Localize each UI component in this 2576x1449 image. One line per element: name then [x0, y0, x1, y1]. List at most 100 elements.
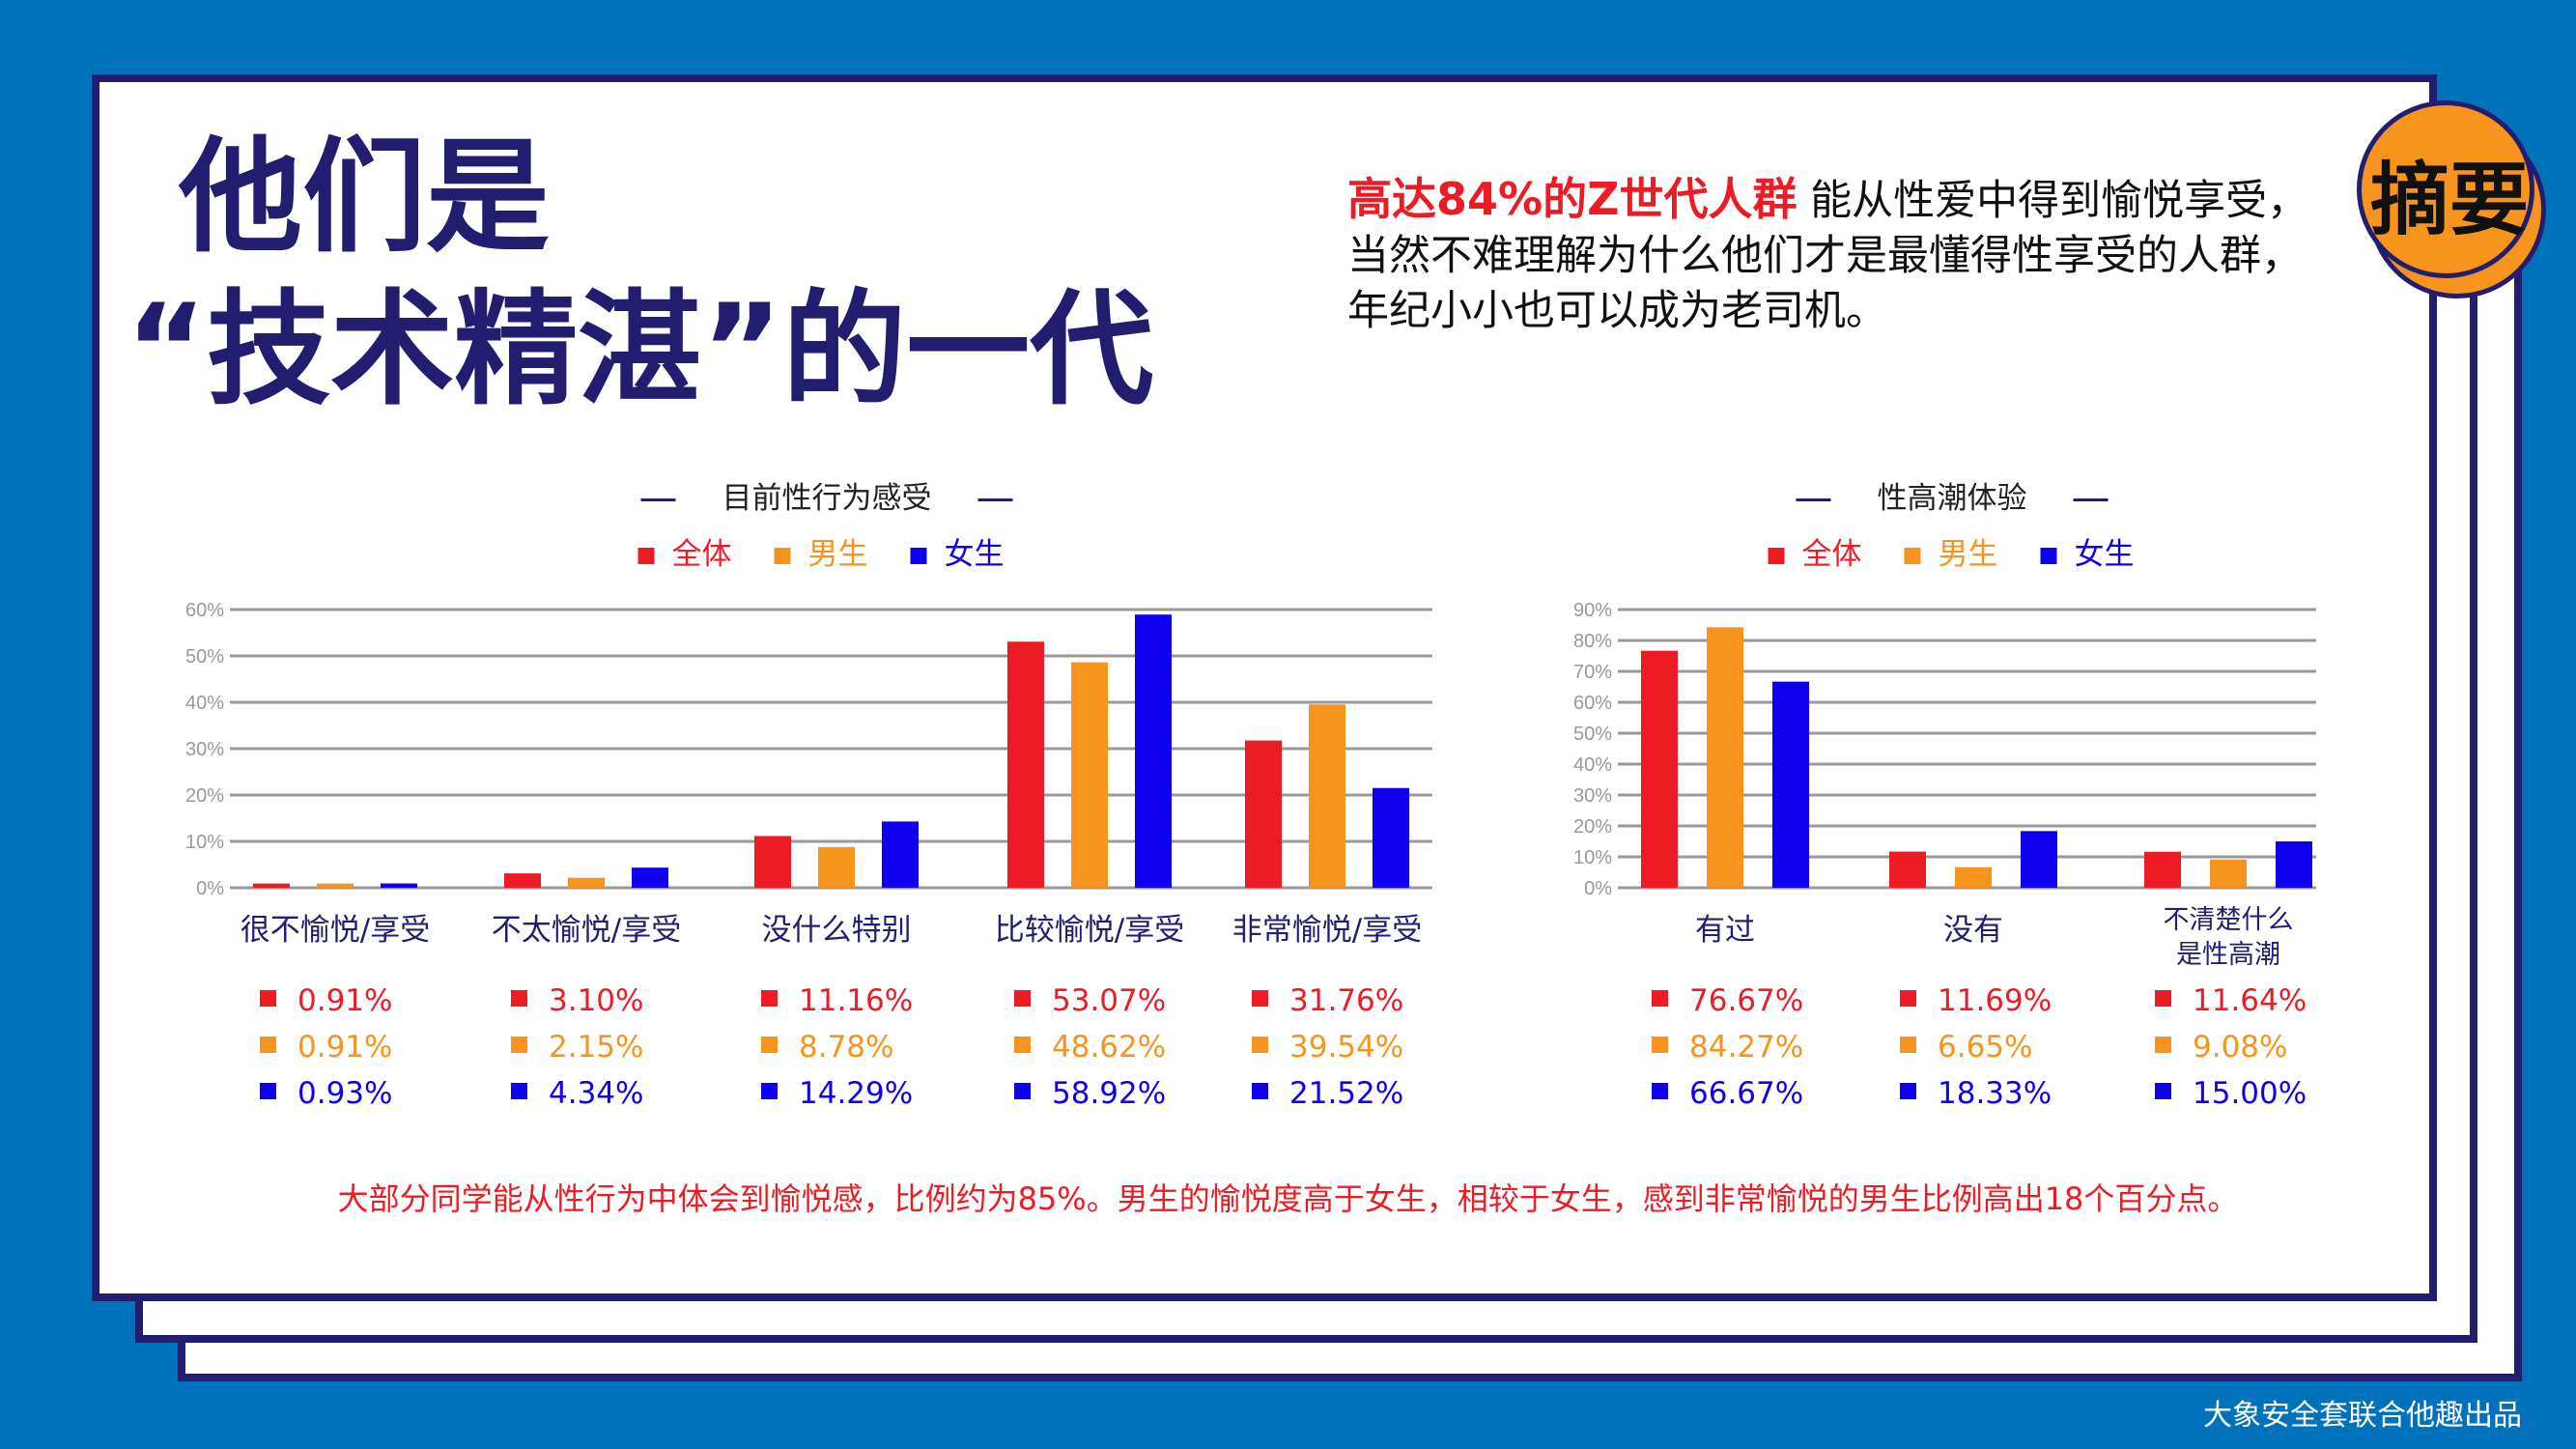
summary-line2: 当然不难理解为什么他们才是最懂得性享受的人群， — [1347, 232, 2303, 280]
page-title-line1: 他们是 — [179, 126, 551, 270]
bar-全体 — [1007, 641, 1044, 888]
y-tick-label: 20% — [185, 785, 224, 807]
bar-全体 — [754, 836, 791, 888]
value-label: 53.07% — [1014, 978, 1166, 1024]
value-label: 11.16% — [761, 978, 913, 1024]
value-label: 21.52% — [1252, 1070, 1403, 1117]
value-list: 11.69% 6.65% 18.33% — [1900, 978, 2052, 1117]
title-dash — [640, 498, 676, 501]
value-label: 15.00% — [2155, 1070, 2307, 1117]
bar-全体 — [1245, 740, 1282, 888]
summary-line3: 年纪小小也可以成为老司机。 — [1347, 287, 1887, 335]
value-label: 31.76% — [1252, 978, 1403, 1024]
y-tick-label: 20% — [1573, 816, 1612, 838]
bar-男生 — [568, 877, 605, 888]
chart1-legend: 全体 男生 女生 — [637, 529, 1005, 573]
footer-note: 大部分同学能从性行为中体会到愉悦感，比例约为85%。男生的愉悦度高于女生，相较于… — [337, 1180, 2239, 1217]
y-tick-label: 40% — [1573, 754, 1612, 776]
bar-男生 — [1955, 867, 1992, 888]
category-label: 没什么特别 — [761, 913, 912, 948]
y-tick-label: 70% — [1573, 662, 1612, 683]
y-tick-label: 50% — [1573, 724, 1612, 745]
bar-全体 — [2144, 851, 2181, 888]
bar-女生 — [1772, 681, 1809, 888]
badge-circle — [2357, 100, 2534, 278]
legend-all: 全体 — [637, 529, 732, 573]
value-label: 58.92% — [1014, 1070, 1166, 1117]
category-label: 不清楚什么 是性高潮 — [2163, 905, 2294, 970]
bar-女生 — [2276, 841, 2312, 888]
category-label: 非常愉悦/享受 — [1231, 913, 1423, 948]
category-label: 不太愉悦/享受 — [491, 913, 682, 948]
bar-女生 — [1135, 614, 1172, 888]
bar-全体 — [1641, 650, 1678, 888]
summary-text: 高达84%的Z世代人群 能从性爱中得到愉悦享受， 当然不难理解为什么他们才是最懂… — [1347, 172, 2308, 339]
chart1-title-text: 目前性行为感受 — [722, 481, 932, 516]
value-list: 11.16% 8.78% 14.29% — [761, 978, 913, 1117]
credit-text: 大象安全套联合他趣出品 — [2203, 1399, 2522, 1433]
value-label: 18.33% — [1900, 1070, 2052, 1117]
bar-女生 — [2021, 831, 2057, 888]
category-label: 很不愉悦/享受 — [240, 913, 431, 948]
y-tick-label: 10% — [1573, 847, 1612, 868]
y-tick-label: 60% — [185, 600, 224, 621]
bar-全体 — [504, 873, 541, 888]
bar-男生 — [2210, 859, 2247, 888]
y-tick-label: 50% — [185, 646, 224, 668]
legend-female: 女生 — [910, 529, 1005, 573]
value-label: 3.10% — [511, 978, 643, 1024]
value-label: 8.78% — [761, 1024, 913, 1070]
chart2-title-text: 性高潮体验 — [1877, 481, 2027, 516]
summary-line1: 能从性爱中得到愉悦享受， — [1797, 177, 2309, 225]
y-tick-label: 30% — [1573, 785, 1612, 807]
value-label: 4.34% — [511, 1070, 643, 1117]
y-tick-label: 30% — [185, 739, 224, 760]
bar-男生 — [818, 846, 855, 888]
y-tick-label: 80% — [1573, 631, 1612, 652]
chart2-title: 性高潮体验 — [1750, 473, 2155, 517]
summary-highlight: 高达84%的Z世代人群 — [1347, 173, 1798, 225]
value-label: 11.69% — [1900, 978, 2052, 1024]
value-label: 39.54% — [1252, 1024, 1403, 1070]
main-card — [92, 74, 2437, 1301]
bar-全体 — [1889, 851, 1926, 888]
chart2-legend: 全体 男生 女生 — [1768, 529, 2135, 573]
value-label: 48.62% — [1014, 1024, 1166, 1070]
category-label: 比较愉悦/享受 — [994, 913, 1185, 948]
bar-女生 — [381, 883, 417, 888]
category-label: 有过 — [1695, 913, 1755, 948]
y-tick-label: 0% — [1584, 878, 1612, 899]
value-label: 76.67% — [1652, 978, 1803, 1024]
page-title-line2: “技术精湛”的一代 — [126, 278, 1154, 422]
bar-男生 — [1309, 704, 1345, 888]
value-list: 0.91% 0.91% 0.93% — [260, 978, 392, 1117]
bar-男生 — [317, 883, 354, 888]
y-tick-label: 60% — [1573, 693, 1612, 714]
legend-female: 女生 — [2040, 529, 2135, 573]
bar-女生 — [1373, 787, 1409, 888]
bar-全体 — [253, 883, 290, 888]
value-label: 6.65% — [1900, 1024, 2052, 1070]
y-tick-label: 10% — [185, 832, 224, 853]
title-dash — [977, 498, 1013, 501]
value-label: 11.64% — [2155, 978, 2307, 1024]
legend-male: 男生 — [774, 529, 868, 573]
value-label: 0.93% — [260, 1070, 392, 1117]
legend-all: 全体 — [1768, 529, 1862, 573]
legend-male: 男生 — [1904, 529, 1998, 573]
bar-女生 — [632, 867, 668, 888]
value-list: 11.64% 9.08% 15.00% — [2155, 978, 2307, 1117]
value-label: 14.29% — [761, 1070, 913, 1117]
summary-badge-label: 摘要 — [2369, 155, 2529, 246]
title-dash — [1796, 498, 1831, 501]
value-list: 3.10% 2.15% 4.34% — [511, 978, 643, 1117]
value-list: 76.67% 84.27% 66.67% — [1652, 978, 1803, 1117]
category-label: 没有 — [1943, 913, 2003, 948]
bar-男生 — [1707, 627, 1743, 888]
value-label: 0.91% — [260, 978, 392, 1024]
value-label: 2.15% — [511, 1024, 643, 1070]
y-tick-label: 40% — [185, 693, 224, 714]
value-label: 0.91% — [260, 1024, 392, 1070]
value-label: 84.27% — [1652, 1024, 1803, 1070]
